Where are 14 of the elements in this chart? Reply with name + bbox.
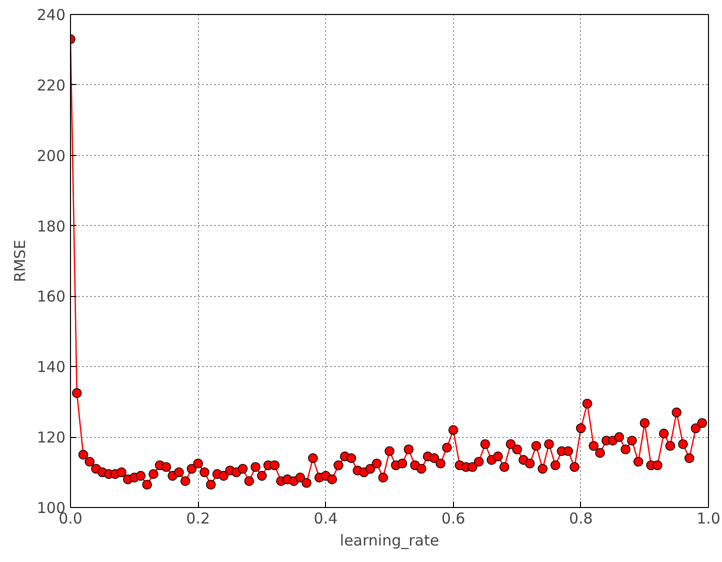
y-tick-label: 160: [36, 288, 66, 306]
x-tick-label: 0.6: [441, 510, 466, 528]
y-tick-label: 140: [36, 358, 66, 376]
y-tick-label: 120: [36, 428, 66, 447]
y-tick-label: 220: [36, 76, 66, 94]
y-tick-label: 180: [36, 217, 66, 236]
x-tick-label: 0.4: [314, 510, 338, 528]
x-tick-label: 0.8: [568, 510, 593, 528]
y-tick-label: 200: [36, 146, 66, 165]
y-tick-label: 240: [36, 6, 66, 24]
x-axis-title: learning_rate: [340, 532, 440, 550]
y-axis-title: RMSE: [10, 240, 29, 282]
x-tick-label: 1.0: [696, 510, 720, 528]
x-tick-label: 0.2: [186, 510, 210, 528]
